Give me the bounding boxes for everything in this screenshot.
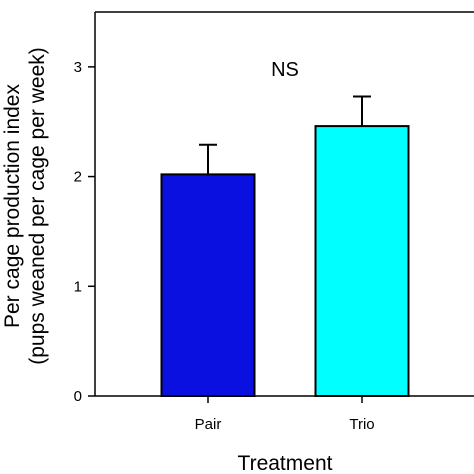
x-tick-label-trio: Trio <box>349 416 374 433</box>
y-axis-title-line2: (pups weaned per cage per week) <box>26 47 49 365</box>
x-tick-label-pair: Pair <box>195 416 222 433</box>
y-tick-label-0: 0 <box>74 388 82 405</box>
y-tick-label-3: 3 <box>74 59 82 76</box>
plot-area: 0 1 2 3 Pair Trio <box>74 11 474 433</box>
significance-annotation: NS <box>271 59 299 81</box>
y-tick-label-1: 1 <box>74 278 82 295</box>
y-tick-label-2: 2 <box>74 169 82 186</box>
bar-trio <box>314 125 410 398</box>
y-axis-title-line1: Per cage production index <box>1 84 24 328</box>
bar-pair <box>160 173 256 397</box>
x-axis-title: Treatment <box>238 452 333 474</box>
